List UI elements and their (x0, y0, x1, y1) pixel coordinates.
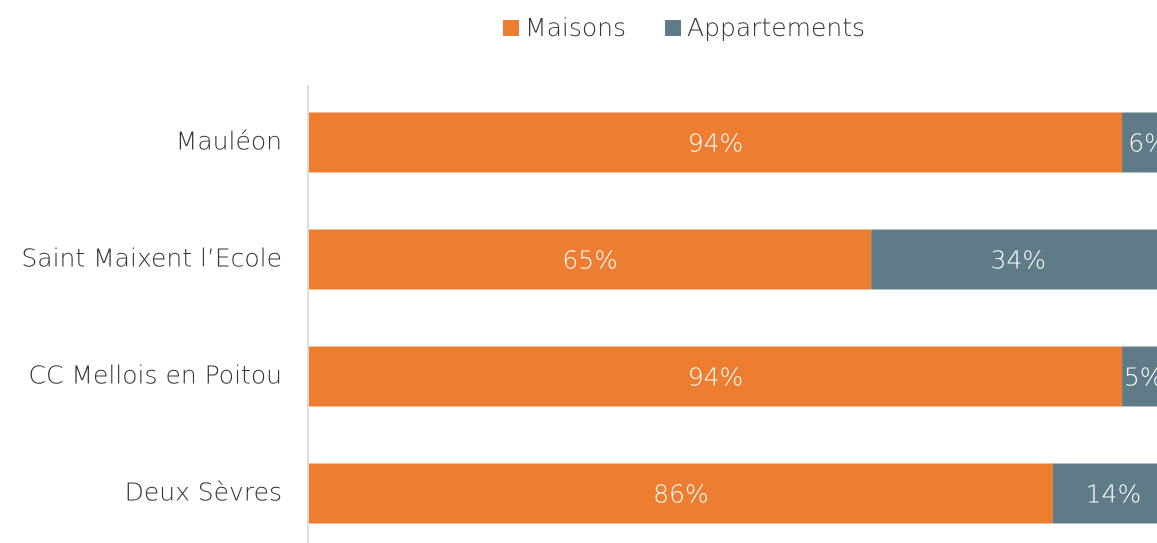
bar-segment (1122, 112, 1157, 173)
value-label: 65% (562, 246, 618, 275)
y-tick-label: Saint Maixent l’Ecole (21, 244, 282, 273)
y-tick-label: Deux Sèvres (125, 478, 282, 507)
legend-label: Maisons (525, 13, 626, 42)
value-label: 5% (1124, 363, 1157, 392)
value-label: 94% (688, 129, 744, 158)
legend-swatch (665, 20, 681, 36)
value-label: 6% (1128, 129, 1157, 158)
bar-segment (309, 346, 1123, 407)
bar-segment (309, 463, 1053, 524)
bar-segment (309, 112, 1123, 173)
value-label: 86% (653, 480, 709, 509)
bar-segment (1122, 346, 1157, 407)
bar-segment (871, 229, 1157, 290)
legend-swatch (503, 20, 519, 36)
value-label: 14% (1086, 480, 1142, 509)
legend-label: Appartements (687, 13, 865, 42)
y-tick-label: CC Mellois en Poitou (29, 361, 282, 390)
value-label: 94% (688, 363, 744, 392)
value-label: 34% (991, 246, 1047, 275)
bar-segment (1052, 463, 1157, 524)
y-tick-label: Mauléon (176, 127, 282, 156)
bar-segment (309, 229, 872, 290)
